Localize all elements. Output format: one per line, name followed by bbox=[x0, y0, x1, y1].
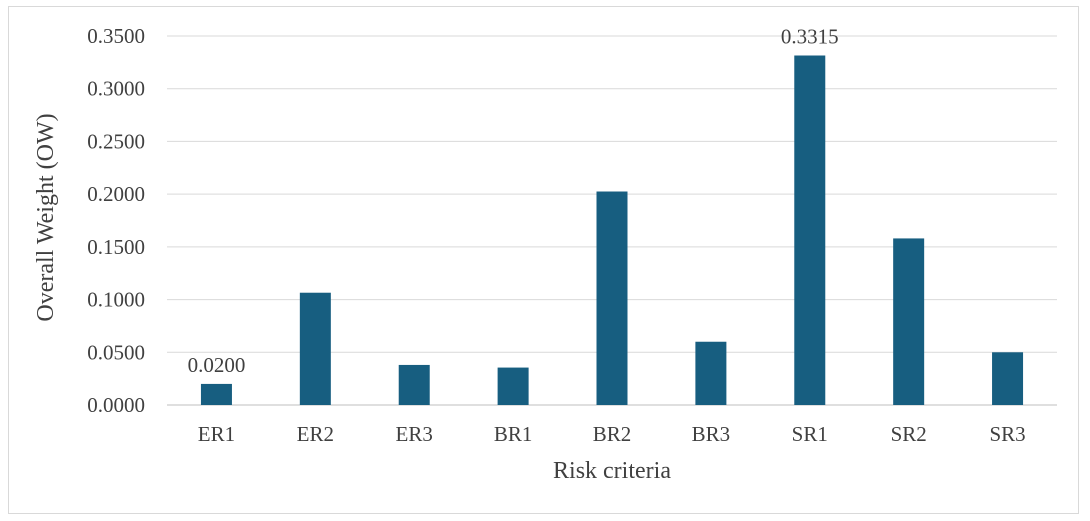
bar-br2 bbox=[596, 191, 628, 405]
y-tick-label: 0.2000 bbox=[87, 182, 145, 206]
y-axis-title: Overall Weight (OW) bbox=[33, 113, 59, 321]
data-label-er1: 0.0200 bbox=[188, 353, 246, 377]
x-tick-label-er3: ER3 bbox=[396, 422, 433, 446]
x-tick-label-sr2: SR2 bbox=[891, 422, 927, 446]
y-tick-label: 0.1500 bbox=[87, 235, 145, 259]
x-tick-label-br3: BR3 bbox=[692, 422, 731, 446]
bar-sr1 bbox=[794, 55, 826, 406]
data-labels: 0.0200 0.3315 bbox=[188, 25, 839, 377]
y-tick-label: 0.0500 bbox=[87, 340, 145, 364]
y-tick-label: 0.3000 bbox=[87, 77, 145, 101]
x-tick-label-br2: BR2 bbox=[593, 422, 632, 446]
bar-sr2 bbox=[893, 238, 925, 405]
chart-frame: 0.0000 0.0500 0.1000 0.1500 0.2000 0.2500 0.30… bbox=[8, 6, 1079, 514]
x-tick-label-er1: ER1 bbox=[198, 422, 235, 446]
x-tick-label-sr1: SR1 bbox=[792, 422, 828, 446]
bar-sr3 bbox=[992, 352, 1024, 405]
bar-br3 bbox=[695, 341, 727, 405]
x-axis-title: Risk criteria bbox=[553, 458, 671, 484]
data-label-sr1: 0.3315 bbox=[781, 25, 839, 49]
bars bbox=[200, 55, 1024, 406]
y-tick-label: 0.1000 bbox=[87, 288, 145, 312]
y-tick-label: 0.2500 bbox=[87, 129, 145, 153]
x-tick-labels: ER1 ER2 ER3 BR1 BR2 BR3 SR1 SR2 SR3 bbox=[198, 422, 1026, 446]
bar-br1 bbox=[497, 367, 529, 405]
bar-er2 bbox=[299, 292, 331, 405]
bar-er1 bbox=[200, 383, 232, 405]
x-tick-label-br1: BR1 bbox=[494, 422, 533, 446]
y-tick-labels: 0.0000 0.0500 0.1000 0.1500 0.2000 0.2500 0.30… bbox=[87, 24, 145, 417]
bar-chart: 0.0000 0.0500 0.1000 0.1500 0.2000 0.2500 0.30… bbox=[33, 24, 1057, 484]
x-tick-label-er2: ER2 bbox=[297, 422, 334, 446]
y-tick-label: 0.0000 bbox=[87, 393, 145, 417]
y-tick-label: 0.3500 bbox=[87, 24, 145, 48]
x-tick-label-sr3: SR3 bbox=[989, 422, 1025, 446]
bar-er3 bbox=[398, 364, 430, 405]
